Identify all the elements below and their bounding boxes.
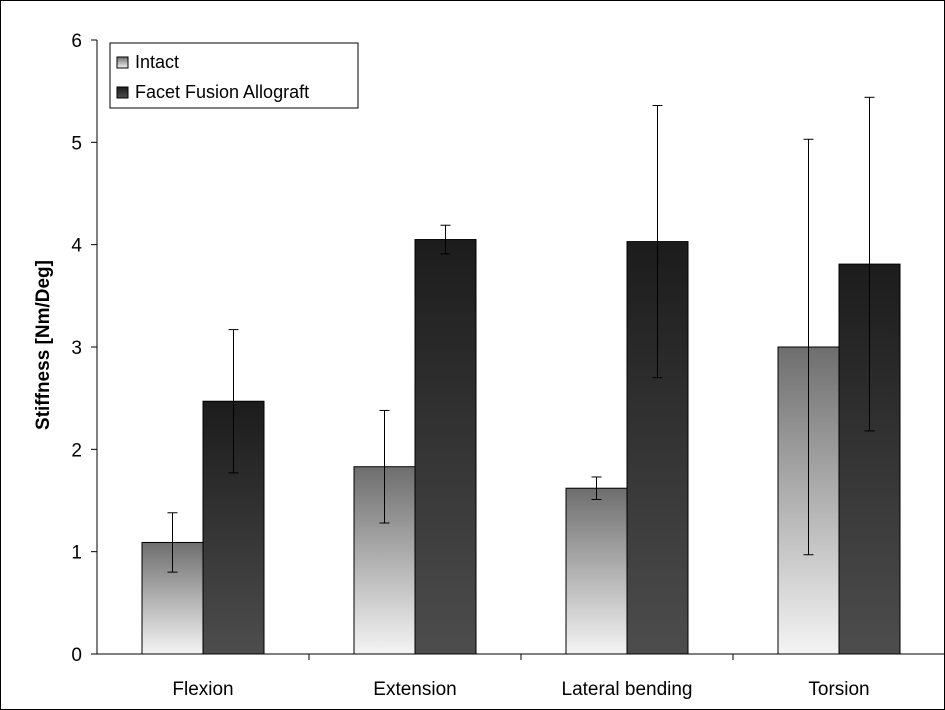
legend-swatch-fusion <box>116 86 129 99</box>
bar-intact-2 <box>565 487 628 655</box>
bar-fusion-1 <box>414 239 477 655</box>
legend: Intact Facet Fusion Allograft <box>109 42 359 109</box>
y-tick-label-0: 0 <box>71 645 82 666</box>
x-tick-label-3: Torsion <box>808 679 869 700</box>
x-tick-label-2: Lateral bending <box>562 679 693 700</box>
legend-label-intact: Intact <box>135 52 179 72</box>
legend-swatch-intact <box>116 56 129 69</box>
x-tick-label-1: Extension <box>373 679 456 700</box>
y-tick-label-1: 1 <box>71 543 82 564</box>
y-tick-label-3: 3 <box>71 338 82 359</box>
x-tick-label-0: Flexion <box>172 679 233 700</box>
y-tick-label-4: 4 <box>71 236 82 257</box>
y-tick-label-2: 2 <box>71 440 82 461</box>
y-axis-label: Stiffness [Nm/Deg] <box>33 260 54 430</box>
legend-label-fusion: Facet Fusion Allograft <box>135 82 309 102</box>
y-tick-label-5: 5 <box>71 133 82 154</box>
y-tick-label-6: 6 <box>71 31 82 52</box>
legend-box <box>109 42 359 109</box>
